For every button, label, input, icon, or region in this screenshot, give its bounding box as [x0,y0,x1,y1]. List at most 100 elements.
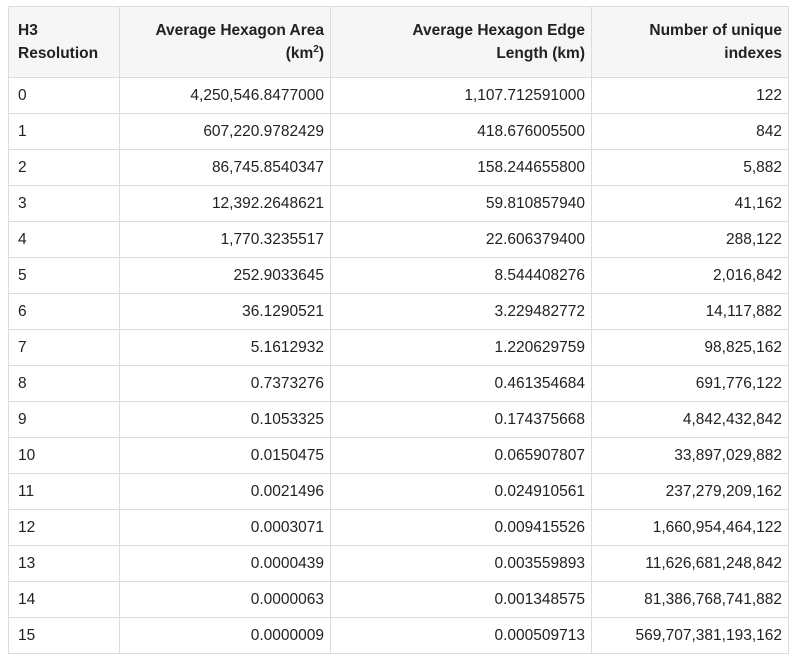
table-row: 2 86,745.8540347 158.244655800 5,882 [8,149,789,186]
cell-resolution: 7 [8,329,120,366]
table-row: 14 0.0000063 0.001348575 81,386,768,741,882 [8,581,789,618]
cell-average-area: 0.0150475 [119,437,331,474]
table-row: 9 0.1053325 0.174375668 4,842,432,842 [8,401,789,438]
cell-unique-indexes: 5,882 [591,149,789,186]
table-row: 3 12,392.2648621 59.810857940 41,162 [8,185,789,222]
cell-average-area: 86,745.8540347 [119,149,331,186]
cell-average-edge-length: 158.244655800 [330,149,592,186]
cell-average-edge-length: 0.001348575 [330,581,592,618]
cell-resolution: 10 [8,437,120,474]
cell-average-area: 36.1290521 [119,293,331,330]
cell-resolution: 4 [8,221,120,258]
cell-average-edge-length: 22.606379400 [330,221,592,258]
cell-resolution: 6 [8,293,120,330]
header-edge: Average Hexagon Edge Length (km) [330,6,592,78]
cell-average-edge-length: 0.174375668 [330,401,592,438]
header-edge-line2: Length (km) [496,45,585,62]
cell-average-area: 0.1053325 [119,401,331,438]
cell-resolution: 13 [8,545,120,582]
cell-average-edge-length: 3.229482772 [330,293,592,330]
cell-resolution: 15 [8,617,120,654]
table-row: 0 4,250,546.8477000 1,107.712591000 122 [8,77,789,114]
table-body: 0 4,250,546.8477000 1,107.712591000 122 1 607… [8,77,789,654]
cell-resolution: 9 [8,401,120,438]
cell-average-area: 5.1612932 [119,329,331,366]
cell-average-edge-length: 59.810857940 [330,185,592,222]
cell-average-area: 4,250,546.8477000 [119,77,331,114]
header-row: H3 Resolution Average Hexagon Area (km2)… [8,6,789,78]
table-row: 13 0.0000439 0.003559893 11,626,681,248,842 [8,545,789,582]
cell-unique-indexes: 842 [591,113,789,150]
table-row: 15 0.0000009 0.000509713 569,707,381,193,16… [8,617,789,654]
table-row: 10 0.0150475 0.065907807 33,897,029,882 [8,437,789,474]
table-row: 4 1,770.3235517 22.606379400 288,122 [8,221,789,258]
cell-resolution: 14 [8,581,120,618]
table-row: 6 36.1290521 3.229482772 14,117,882 [8,293,789,330]
cell-resolution: 5 [8,257,120,294]
cell-unique-indexes: 288,122 [591,221,789,258]
cell-unique-indexes: 41,162 [591,185,789,222]
cell-unique-indexes: 33,897,029,882 [591,437,789,474]
table-row: 12 0.0003071 0.009415526 1,660,954,464,122 [8,509,789,546]
cell-unique-indexes: 4,842,432,842 [591,401,789,438]
header-area-unit-prefix: (km [285,45,314,62]
cell-unique-indexes: 98,825,162 [591,329,789,366]
cell-average-area: 1,770.3235517 [119,221,331,258]
cell-average-edge-length: 0.024910561 [330,473,592,510]
cell-average-edge-length: 0.009415526 [330,509,592,546]
cell-average-edge-length: 8.544408276 [330,257,592,294]
cell-average-area: 12,392.2648621 [119,185,331,222]
cell-average-edge-length: 1.220629759 [330,329,592,366]
header-area-unit-superscript: 2 [313,43,319,55]
cell-average-area: 607,220.9782429 [119,113,331,150]
table-row: 7 5.1612932 1.220629759 98,825,162 [8,329,789,366]
header-indexes: Number of unique indexes [591,6,789,78]
cell-resolution: 0 [8,77,120,114]
header-edge-line1: Average Hexagon Edge [412,22,585,39]
cell-resolution: 1 [8,113,120,150]
table-header: H3 Resolution Average Hexagon Area (km2)… [8,6,789,78]
table-row: 1 607,220.9782429 418.676005500 842 [8,113,789,150]
header-area-unit: (km2) [129,42,324,65]
cell-average-area: 0.0000439 [119,545,331,582]
cell-average-edge-length: 0.000509713 [330,617,592,654]
cell-average-edge-length: 0.065907807 [330,437,592,474]
cell-average-edge-length: 0.461354684 [330,365,592,402]
cell-unique-indexes: 237,279,209,162 [591,473,789,510]
table-row: 11 0.0021496 0.024910561 237,279,209,162 [8,473,789,510]
cell-unique-indexes: 81,386,768,741,882 [591,581,789,618]
table-row: 8 0.7373276 0.461354684 691,776,122 [8,365,789,402]
cell-resolution: 8 [8,365,120,402]
cell-unique-indexes: 11,626,681,248,842 [591,545,789,582]
header-indexes-line2: indexes [724,45,782,62]
header-indexes-line1: Number of unique [649,22,782,39]
cell-average-area: 0.0000009 [119,617,331,654]
cell-average-edge-length: 1,107.712591000 [330,77,592,114]
cell-unique-indexes: 2,016,842 [591,257,789,294]
cell-average-area: 0.0021496 [119,473,331,510]
cell-average-area: 0.0003071 [119,509,331,546]
cell-resolution: 12 [8,509,120,546]
cell-unique-indexes: 569,707,381,193,162 [591,617,789,654]
table-row: 5 252.9033645 8.544408276 2,016,842 [8,257,789,294]
header-resolution-line1: H3 [18,22,38,39]
header-area-line1: Average Hexagon Area [155,22,324,39]
cell-unique-indexes: 691,776,122 [591,365,789,402]
header-area-unit-suffix: ) [318,45,324,62]
header-resolution: H3 Resolution [8,6,120,78]
cell-resolution: 2 [8,149,120,186]
h3-resolution-table: H3 Resolution Average Hexagon Area (km2)… [8,6,789,654]
cell-unique-indexes: 14,117,882 [591,293,789,330]
cell-average-area: 0.0000063 [119,581,331,618]
cell-average-area: 252.9033645 [119,257,331,294]
cell-average-edge-length: 418.676005500 [330,113,592,150]
cell-resolution: 3 [8,185,120,222]
cell-resolution: 11 [8,473,120,510]
cell-unique-indexes: 122 [591,77,789,114]
header-resolution-line2: Resolution [18,45,99,62]
header-area: Average Hexagon Area (km2) [119,6,331,78]
cell-average-edge-length: 0.003559893 [330,545,592,582]
cell-unique-indexes: 1,660,954,464,122 [591,509,789,546]
cell-average-area: 0.7373276 [119,365,331,402]
